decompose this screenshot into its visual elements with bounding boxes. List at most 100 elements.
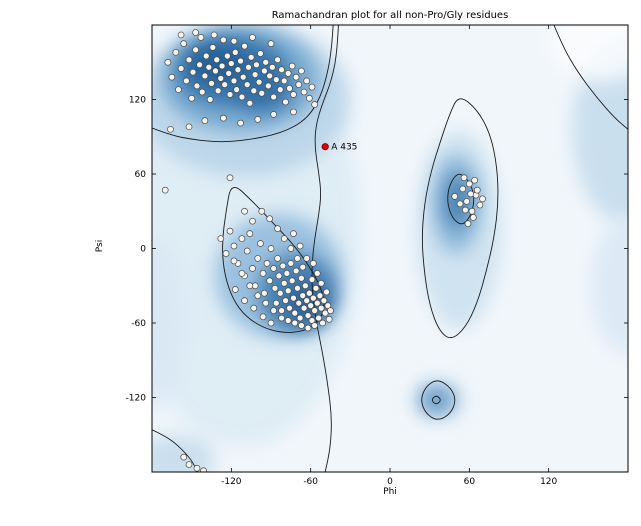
data-point (300, 304, 308, 312)
data-point (226, 227, 234, 235)
x-axis-label: Phi (383, 487, 397, 497)
data-point (276, 289, 284, 297)
contour-line (311, 25, 339, 472)
data-point (253, 61, 260, 69)
data-point (175, 86, 182, 93)
data-point (222, 250, 230, 257)
data-point (304, 312, 312, 319)
data-point (189, 68, 197, 76)
data-point (298, 274, 305, 282)
data-point (320, 297, 328, 304)
data-point (167, 125, 174, 133)
data-point (210, 31, 218, 39)
data-point (316, 292, 324, 300)
data-point (255, 78, 263, 86)
contour-line (447, 173, 475, 225)
data-point (270, 265, 277, 272)
chart-title: Ramachandran plot for all non-Pro/Gly re… (271, 10, 509, 21)
data-point (172, 48, 180, 56)
data-point (294, 284, 301, 292)
data-point (296, 314, 304, 322)
data-point (226, 91, 234, 98)
y-tick-label: 0 (140, 245, 146, 255)
data-point (261, 289, 268, 297)
data-point (467, 190, 475, 198)
data-point (290, 91, 297, 98)
data-point (185, 461, 193, 468)
data-point (319, 319, 326, 327)
data-point (270, 111, 277, 118)
data-point (309, 260, 317, 267)
data-point (238, 235, 246, 242)
data-point (267, 40, 275, 47)
data-point (283, 269, 291, 277)
data-point (274, 56, 281, 64)
data-point (294, 255, 301, 262)
data-point (266, 215, 274, 223)
data-point (327, 307, 334, 314)
data-point (217, 235, 225, 242)
data-point (463, 197, 471, 205)
data-point (241, 42, 248, 50)
data-point (193, 464, 201, 472)
data-point (183, 77, 190, 85)
data-point (278, 66, 285, 74)
data-point (254, 255, 262, 262)
y-tick-label: 120 (129, 96, 146, 106)
data-point (218, 62, 226, 70)
data-point (270, 307, 277, 314)
data-point (241, 207, 248, 215)
data-point (224, 52, 231, 60)
data-point (286, 304, 293, 312)
data-point (479, 195, 486, 203)
data-point (295, 299, 303, 307)
data-point (254, 292, 262, 300)
data-point (227, 60, 235, 67)
data-point (205, 63, 213, 71)
data-point (243, 81, 251, 88)
data-point (290, 230, 297, 237)
data-point (196, 61, 203, 69)
data-point (272, 76, 280, 83)
data-point (299, 292, 307, 300)
data-point (296, 242, 304, 250)
data-point (323, 288, 330, 296)
data-point (263, 260, 271, 267)
data-point (280, 77, 288, 85)
data-point (257, 240, 264, 247)
data-point (198, 88, 206, 96)
data-point (180, 453, 188, 461)
data-point (459, 185, 467, 193)
scatter-layer (161, 29, 486, 472)
data-point (284, 317, 292, 324)
x-tick-label: -60 (303, 477, 318, 487)
data-point (161, 186, 169, 194)
data-point (279, 262, 287, 270)
data-point (230, 77, 238, 85)
highlight-label: A 435 (331, 143, 357, 153)
data-point (267, 319, 275, 327)
y-tick-label: 60 (135, 170, 147, 180)
data-point (284, 287, 292, 295)
data-point (288, 62, 296, 70)
data-point (241, 297, 248, 304)
x-tick-label: 120 (540, 477, 557, 487)
x-tick-label: 60 (464, 477, 476, 487)
highlight-point (321, 143, 329, 151)
data-point (286, 84, 293, 92)
data-point (325, 315, 333, 323)
data-point (262, 58, 270, 66)
data-point (267, 245, 275, 252)
data-point (308, 276, 316, 283)
data-point (270, 93, 277, 101)
data-point (254, 116, 262, 123)
data-point (239, 73, 247, 81)
data-point (292, 73, 300, 81)
data-point (192, 46, 199, 54)
data-point (299, 263, 307, 271)
data-point (230, 37, 238, 45)
contour-line (152, 25, 334, 143)
contour-line (553, 25, 628, 130)
data-point (278, 307, 285, 314)
data-point (287, 245, 295, 252)
